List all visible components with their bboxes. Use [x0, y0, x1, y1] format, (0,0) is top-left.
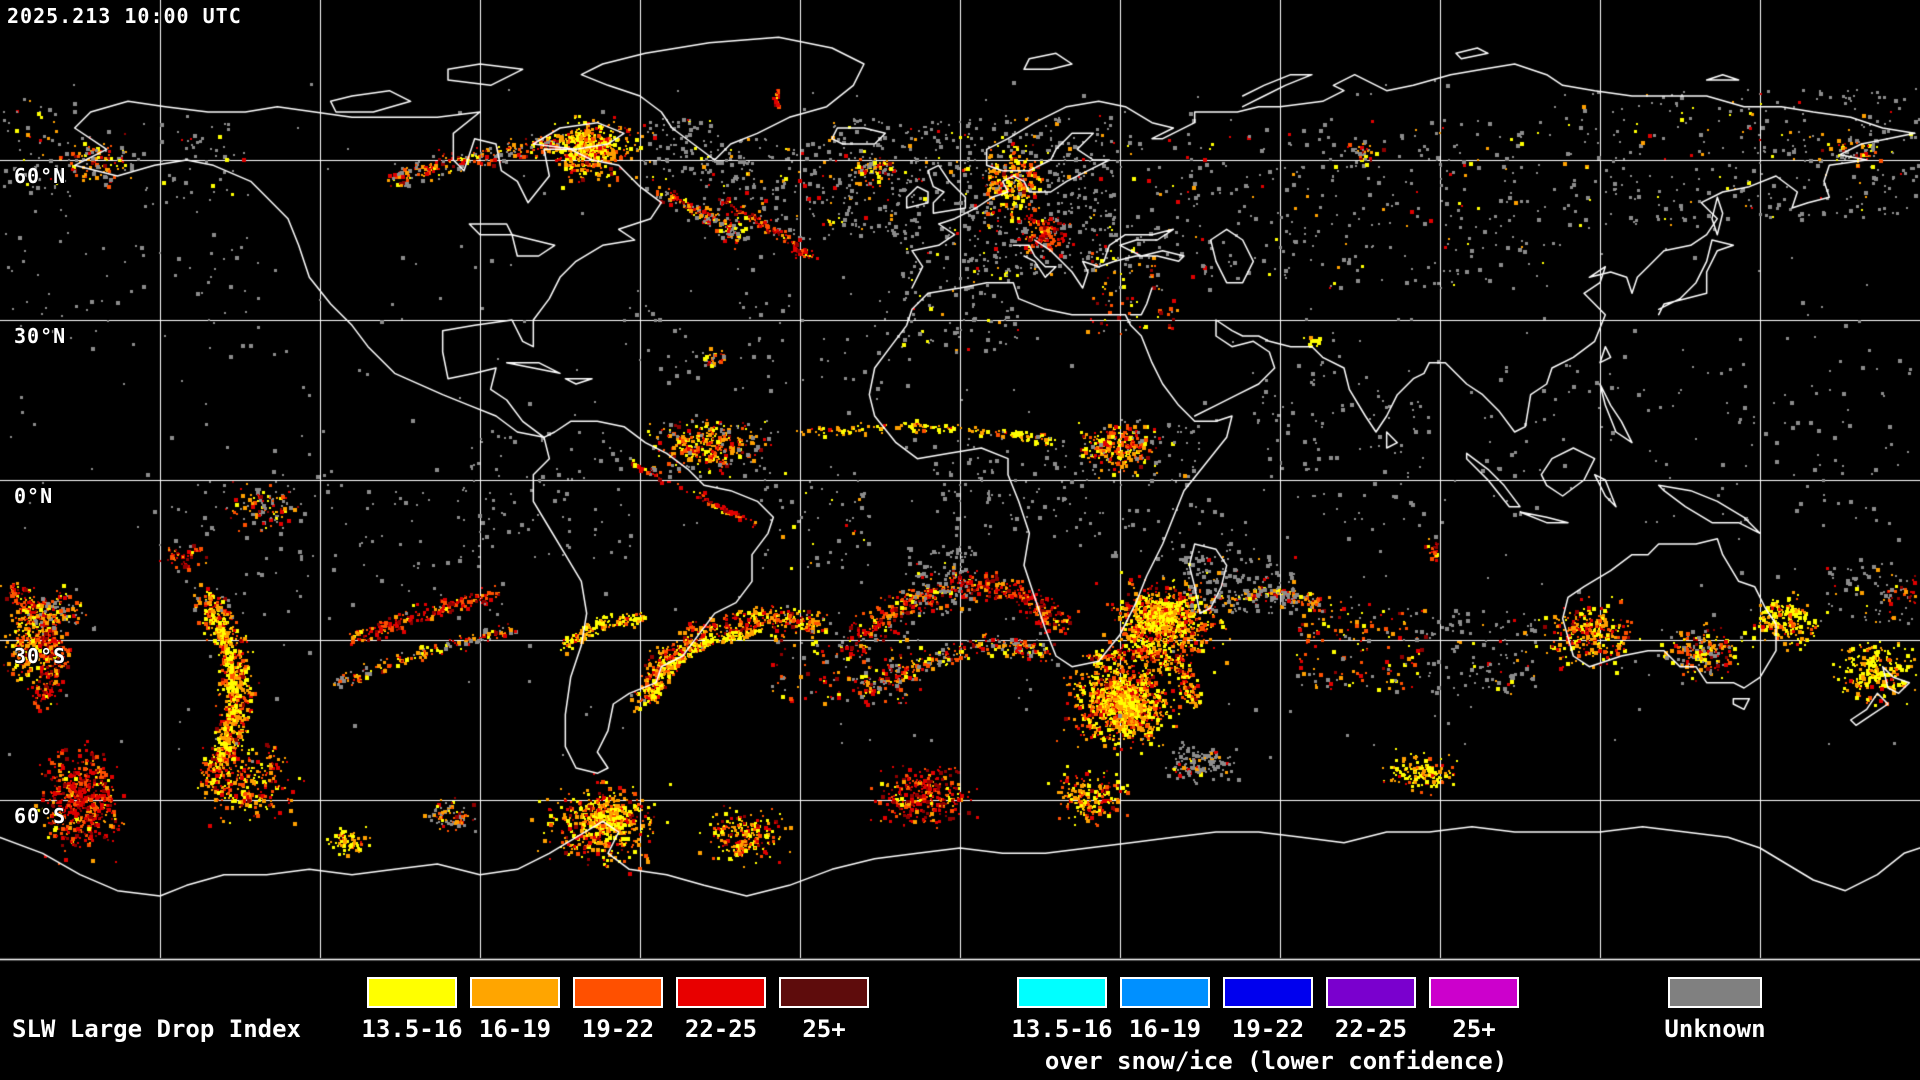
- legend-swatch-16-19: [1120, 977, 1210, 1008]
- legend-swatch-25+: [779, 977, 869, 1008]
- legend-label-25+: 25+: [1452, 1015, 1496, 1043]
- latitude-label: 0°N: [14, 484, 54, 508]
- legend-snow-ice-caption: over snow/ice (lower confidence): [1044, 1047, 1508, 1075]
- legend-title: SLW Large Drop Index: [12, 1015, 301, 1043]
- legend-label-25+: 25+: [802, 1015, 846, 1043]
- legend-swatch-25+: [1429, 977, 1519, 1008]
- legend-swatch-22-25: [1326, 977, 1416, 1008]
- legend-label-unknown: Unknown: [1664, 1015, 1766, 1043]
- legend-label-22-25: 22-25: [1334, 1015, 1408, 1043]
- legend-swatch-unknown: [1668, 977, 1762, 1008]
- latitude-label: 30°N: [14, 324, 67, 348]
- legend-label-16-19: 16-19: [478, 1015, 552, 1043]
- legend-swatch-13.5-16: [1017, 977, 1107, 1008]
- legend-swatch-19-22: [573, 977, 663, 1008]
- latitude-label: 30°S: [14, 644, 67, 668]
- legend-swatch-22-25: [676, 977, 766, 1008]
- legend-label-22-25: 22-25: [684, 1015, 758, 1043]
- legend-label-19-22: 19-22: [1231, 1015, 1305, 1043]
- legend-label-13.5-16: 13.5-16: [361, 1015, 463, 1043]
- legend-swatch-13.5-16: [367, 977, 457, 1008]
- latitude-label: 60°S: [14, 804, 67, 828]
- legend-label-19-22: 19-22: [581, 1015, 655, 1043]
- legend-label-16-19: 16-19: [1128, 1015, 1202, 1043]
- timestamp: 2025.213 10:00 UTC: [7, 4, 242, 28]
- legend-label-13.5-16: 13.5-16: [1011, 1015, 1113, 1043]
- latitude-label: 60°N: [14, 164, 67, 188]
- legend-swatch-16-19: [470, 977, 560, 1008]
- legend-swatch-19-22: [1223, 977, 1313, 1008]
